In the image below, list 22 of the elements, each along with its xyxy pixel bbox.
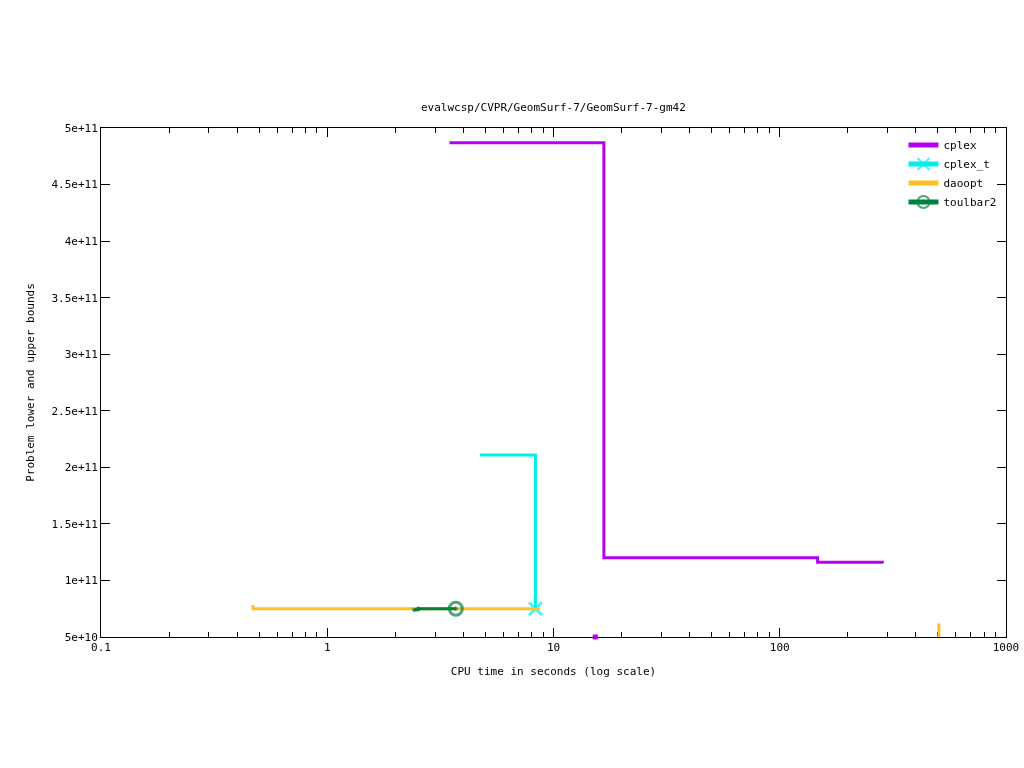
y-tick-label: 2e+11 (64, 461, 98, 475)
y-axis-title: Problem lower and upper bounds (24, 283, 38, 482)
y-tick-label: 1e+11 (64, 574, 98, 588)
x-tick-label: 1000 (992, 641, 1020, 655)
y-tick-label: 2.5e+11 (51, 404, 98, 418)
x-tick-label: 10 (546, 641, 561, 655)
chart-title: evalwcsp/CVPR/GeomSurf-7/GeomSurf-7-gm42 (420, 100, 686, 114)
legend-label: toulbar2 (943, 196, 997, 210)
legend-label: daoopt (943, 177, 984, 191)
x-tick-label: 0.1 (91, 641, 111, 655)
y-tick-label: 3e+11 (64, 348, 98, 362)
legend-label: cplex (943, 139, 977, 153)
y-tick-label: 5e+11 (64, 121, 98, 135)
x-tick-label: 100 (769, 641, 790, 655)
y-tick-label: 1.5e+11 (51, 517, 98, 531)
x-axis-title: CPU time in seconds (log scale) (450, 665, 657, 679)
y-tick-label: 4e+11 (64, 234, 98, 248)
y-tick-label: 3.5e+11 (51, 291, 98, 305)
legend-label: cplex_t (943, 158, 990, 172)
x-tick-label: 1 (323, 641, 331, 655)
y-tick-label: 4.5e+11 (51, 178, 98, 192)
y-tick-label: 5e+10 (64, 630, 98, 644)
